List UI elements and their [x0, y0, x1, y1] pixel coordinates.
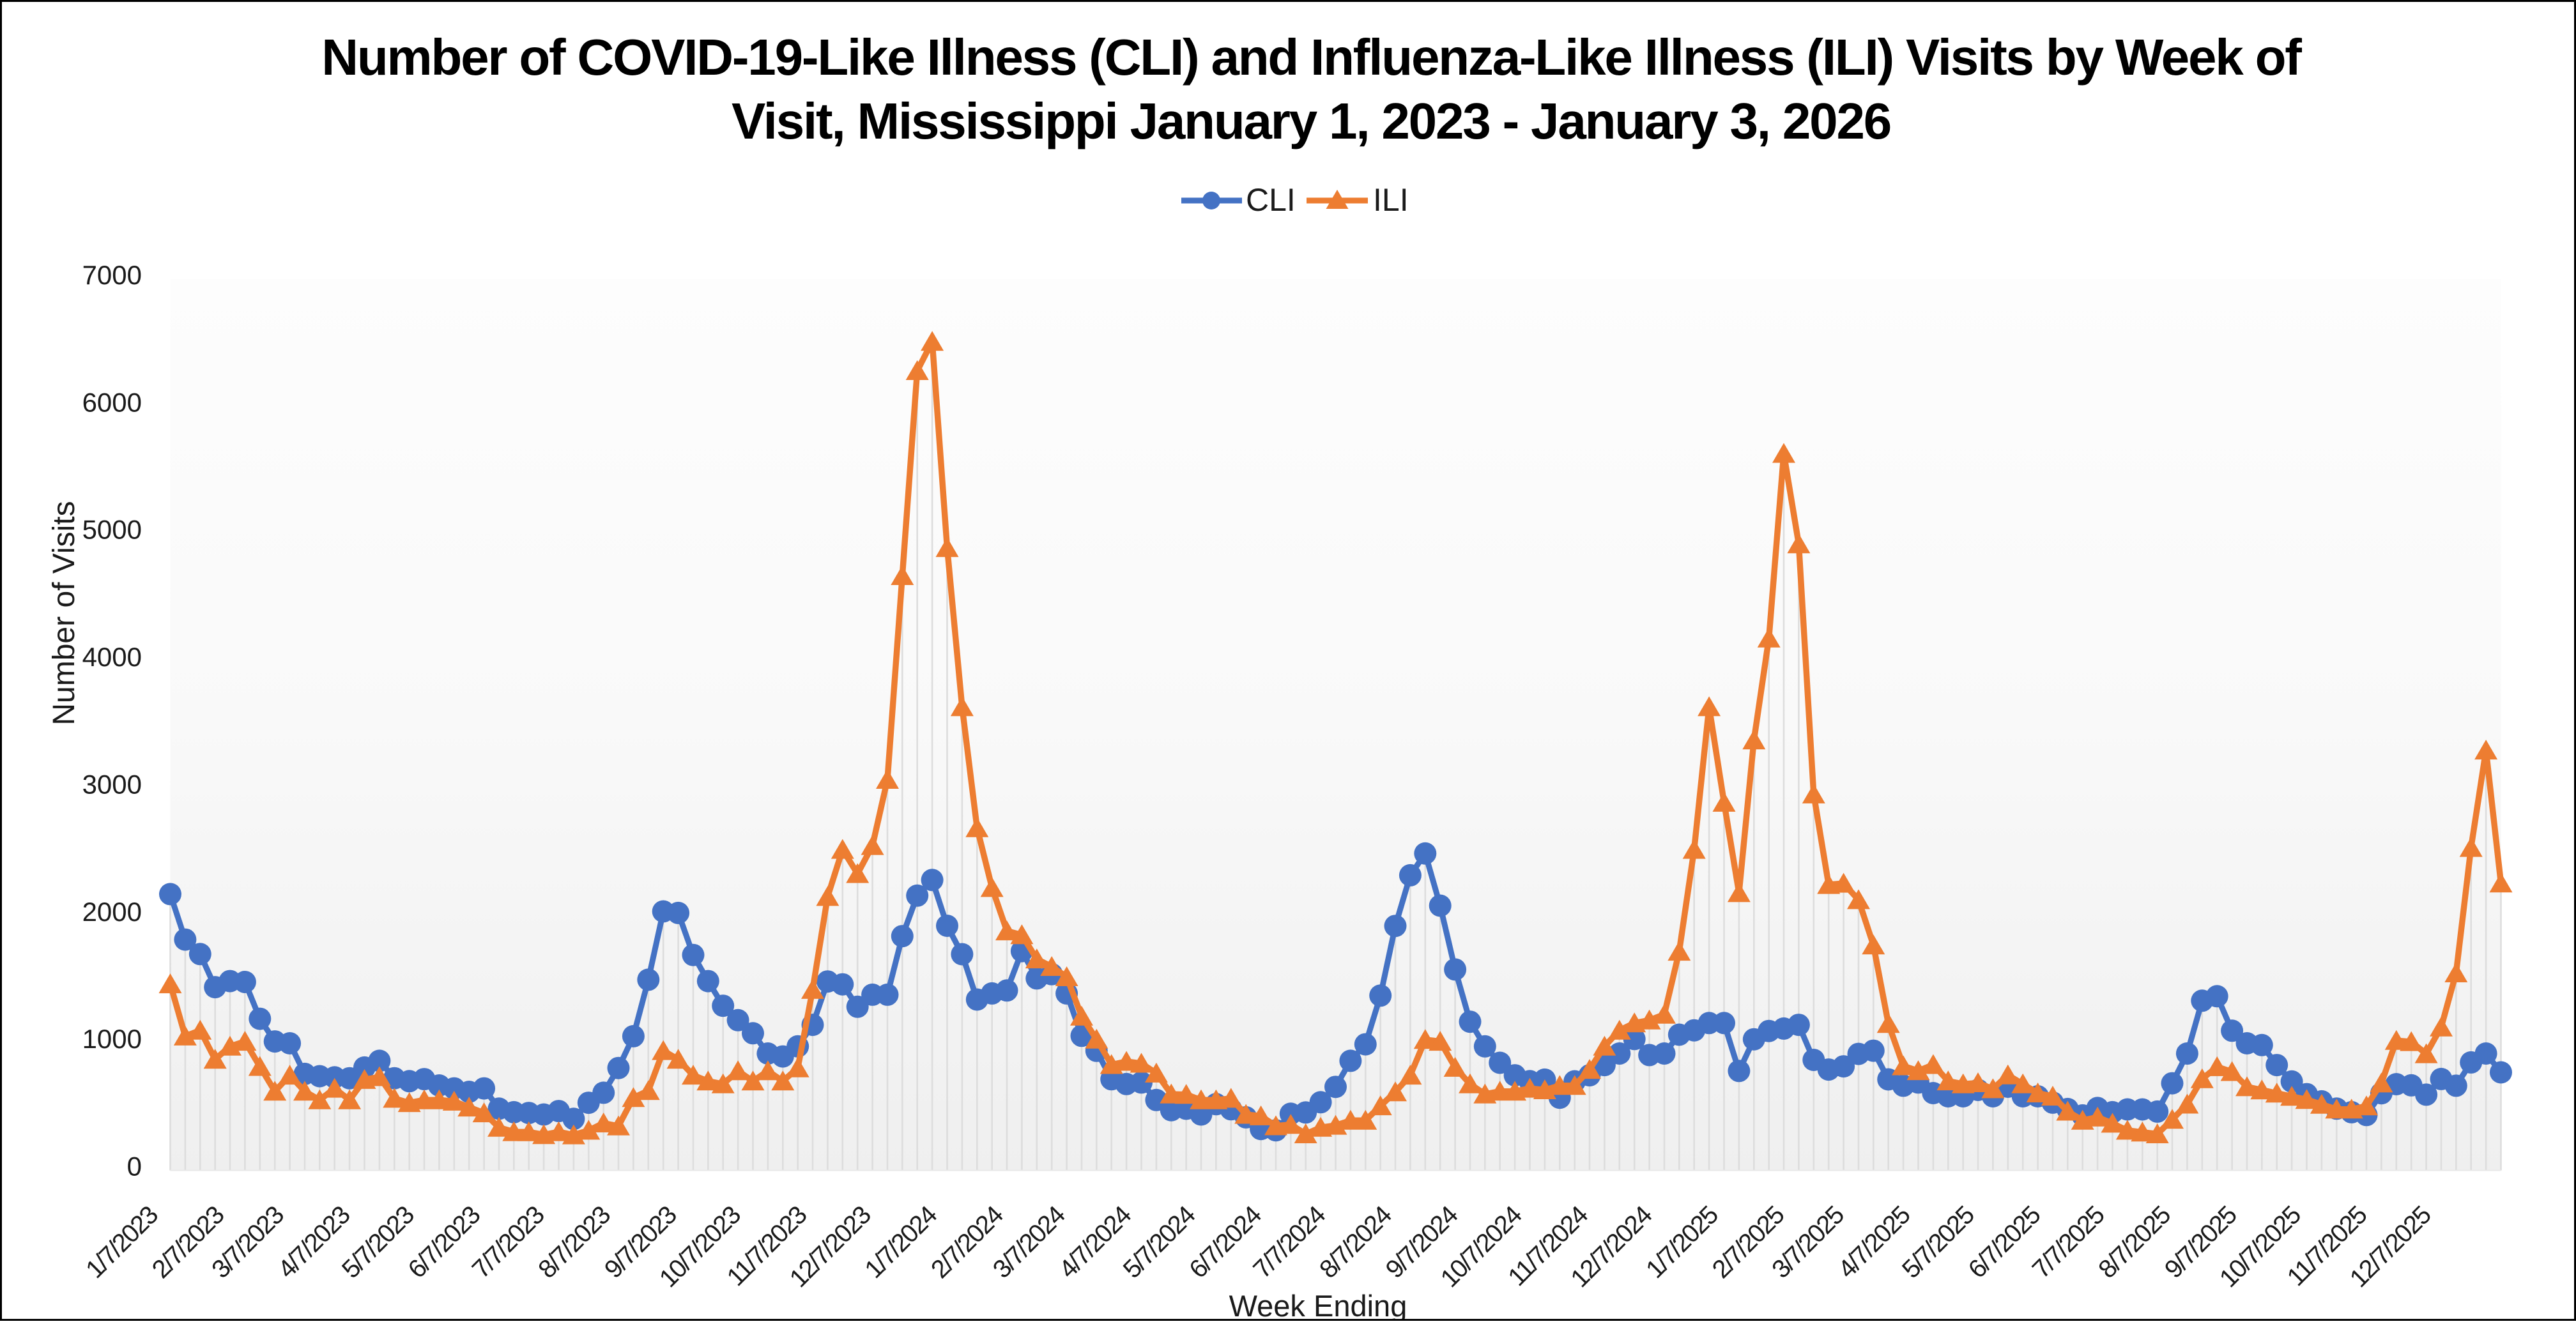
svg-text:5000: 5000: [82, 515, 142, 545]
svg-text:Number of Visits: Number of Visits: [47, 501, 81, 725]
svg-text:ILI: ILI: [1373, 182, 1409, 218]
svg-text:7000: 7000: [82, 260, 142, 290]
svg-text:Week Ending: Week Ending: [1229, 1289, 1407, 1321]
svg-text:CLI: CLI: [1246, 182, 1296, 218]
svg-text:0: 0: [127, 1152, 142, 1182]
svg-text:2000: 2000: [82, 897, 142, 927]
svg-text:6000: 6000: [82, 387, 142, 417]
svg-text:Visit, Mississippi January 1,: Visit, Mississippi January 1, 2023 - Jan…: [732, 93, 1890, 149]
svg-text:Number of COVID-19-Like Illnes: Number of COVID-19-Like Illness (CLI) an…: [321, 29, 2302, 86]
svg-text:4000: 4000: [82, 642, 142, 672]
svg-text:1000: 1000: [82, 1024, 142, 1054]
svg-text:3000: 3000: [82, 769, 142, 799]
